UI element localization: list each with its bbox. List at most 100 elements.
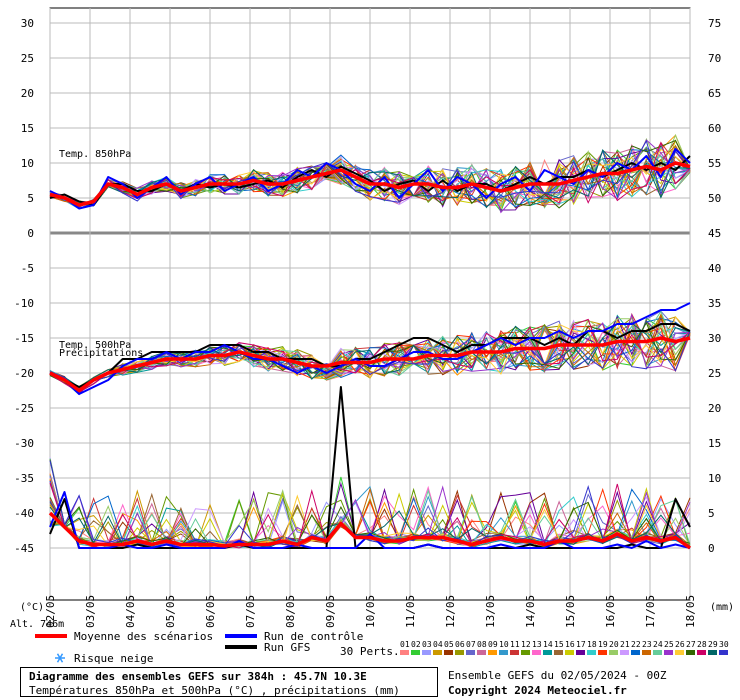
pert-number: 24	[653, 640, 663, 649]
pert-number: 26	[675, 640, 685, 649]
grid-lines	[49, 8, 691, 600]
pert-number: 16	[565, 640, 575, 649]
pert-swatch	[488, 650, 497, 655]
pert-swatch	[543, 650, 552, 655]
left-tick-label: -5	[21, 262, 34, 275]
series-line-precip	[49, 491, 691, 549]
x-tick-label: 12/05	[444, 595, 457, 628]
pert-number: 21	[620, 640, 630, 649]
left-tick-label: -10	[14, 297, 34, 310]
right-tick-label: 20	[708, 402, 721, 415]
x-tick-label: 18/05	[684, 595, 697, 628]
pert-swatch	[697, 650, 706, 655]
pert-number: 12	[521, 640, 531, 649]
pert-number: 09	[488, 640, 498, 649]
right-tick-label: 25	[708, 367, 721, 380]
x-tick-label: 10/05	[364, 595, 377, 628]
pert-number: 28	[697, 640, 707, 649]
pert-swatch	[686, 650, 695, 655]
right-tick-label: 60	[708, 122, 721, 135]
x-tick-label: 05/05	[164, 595, 177, 628]
perturbation-line	[49, 149, 691, 209]
info-box: Diagramme des ensembles GEFS sur 384h : …	[20, 667, 438, 697]
right-tick-label: 10	[708, 472, 721, 485]
right-tick-label: 65	[708, 87, 721, 100]
pert-swatch	[477, 650, 486, 655]
pert-number: 29	[708, 640, 718, 649]
pert-swatch	[675, 650, 684, 655]
series-line-t850	[49, 148, 691, 210]
x-tick-label: 15/05	[564, 595, 577, 628]
right-tick-label: 15	[708, 437, 721, 450]
pert-number: 02	[411, 640, 421, 649]
pert-number: 18	[587, 640, 597, 649]
snowflake-icon	[55, 653, 65, 663]
pert-swatch	[499, 650, 508, 655]
pert-swatch	[532, 650, 541, 655]
right-unit-label: (mm)	[710, 602, 734, 613]
x-tick-label: 03/05	[84, 595, 97, 628]
t850-label: Temp. 850hPa	[59, 149, 131, 160]
right-tick-label: 5	[708, 507, 715, 520]
left-tick-label: -20	[14, 367, 34, 380]
pert-number: 06	[455, 640, 465, 649]
left-tick-label: -35	[14, 472, 34, 485]
pert-swatch	[653, 650, 662, 655]
left-tick-label: 10	[21, 157, 34, 170]
x-tick-label: 14/05	[524, 595, 537, 628]
x-tick-label: 06/05	[204, 595, 217, 628]
x-tick-label: 09/05	[324, 595, 337, 628]
legend-control-label: Run de contrôle	[264, 630, 363, 643]
left-axis: 30 25 20 15 10 5 0 -5 -10 -15 -20 -25 -30 -35 -40 -45	[14, 17, 34, 555]
right-tick-label: 55	[708, 157, 721, 170]
pert-swatch	[455, 650, 464, 655]
pert-swatch	[620, 650, 629, 655]
pert-swatch	[576, 650, 585, 655]
perturbation-line	[49, 331, 691, 391]
right-tick-label: 50	[708, 192, 721, 205]
x-tick-label: 17/05	[644, 595, 657, 628]
left-tick-label: 15	[21, 122, 34, 135]
left-tick-label: 0	[27, 227, 34, 240]
pert-number: 10	[499, 640, 509, 649]
pert-swatch	[400, 650, 409, 655]
pert-swatch	[708, 650, 717, 655]
pert-number: 08	[477, 640, 487, 649]
x-axis: 02/05 03/05 04/05 05/05 06/05 07/05 08/05 09/05…	[44, 595, 697, 628]
pert-swatch	[587, 650, 596, 655]
pert-number: 01	[400, 640, 410, 649]
run-info: Ensemble GEFS du 02/05/2024 - 00Z	[448, 669, 667, 682]
legend-snow-label: Risque neige	[74, 652, 153, 665]
series-line-precip	[48, 511, 692, 550]
left-tick-label: 25	[21, 52, 34, 65]
pert-number: 05	[444, 640, 454, 649]
left-tick-label: 30	[21, 17, 34, 30]
t500-label: Temp. 500hPa	[59, 340, 131, 351]
pert-swatch	[433, 650, 442, 655]
pert-swatch	[598, 650, 607, 655]
pert-number: 23	[642, 640, 652, 649]
pert-swatch	[609, 650, 618, 655]
pert-swatch	[554, 650, 563, 655]
pert-number: 27	[686, 640, 696, 649]
left-tick-label: 5	[27, 192, 34, 205]
perturbation-line	[49, 459, 691, 547]
legend-mean-label: Moyenne des scénarios	[74, 630, 213, 643]
right-tick-label: 45	[708, 227, 721, 240]
pert-swatch	[521, 650, 530, 655]
x-tick-label: 02/05	[44, 595, 57, 628]
series-line-t850	[49, 161, 691, 207]
series-line-t850	[49, 155, 691, 206]
right-tick-label: 35	[708, 297, 721, 310]
right-tick-label: 0	[708, 542, 715, 555]
pert-number: 19	[598, 640, 608, 649]
left-tick-label: -40	[14, 507, 34, 520]
right-tick-label: 30	[708, 332, 721, 345]
altitude-label: Alt. 746m	[10, 619, 64, 630]
pert-number: 04	[433, 640, 443, 649]
left-tick-label: -25	[14, 402, 34, 415]
x-tick-label: 11/05	[404, 595, 417, 628]
right-tick-label: 70	[708, 52, 721, 65]
right-tick-label: 40	[708, 262, 721, 275]
